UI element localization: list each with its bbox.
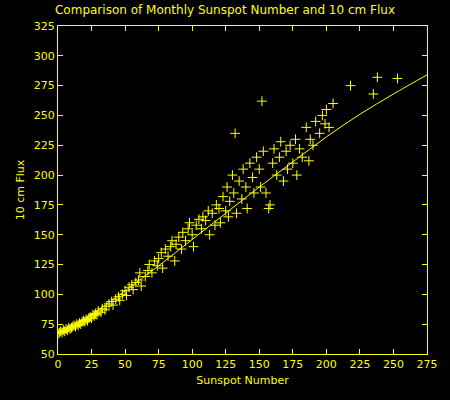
svg-text:150: 150 [249, 358, 270, 371]
svg-text:50: 50 [41, 348, 55, 361]
svg-text:75: 75 [152, 358, 166, 371]
svg-text:125: 125 [215, 358, 236, 371]
svg-text:225: 225 [349, 358, 370, 371]
svg-text:225: 225 [34, 139, 55, 152]
svg-text:0: 0 [55, 358, 62, 371]
svg-text:300: 300 [34, 50, 55, 63]
svg-text:10 cm Flux: 10 cm Flux [14, 159, 27, 220]
svg-text:100: 100 [34, 288, 55, 301]
svg-text:175: 175 [282, 358, 303, 371]
svg-text:100: 100 [182, 358, 203, 371]
svg-text:125: 125 [34, 258, 55, 271]
svg-text:25: 25 [85, 358, 99, 371]
svg-text:325: 325 [34, 20, 55, 33]
svg-text:150: 150 [34, 229, 55, 242]
svg-text:250: 250 [383, 358, 404, 371]
svg-text:200: 200 [316, 358, 337, 371]
svg-text:250: 250 [34, 109, 55, 122]
svg-text:75: 75 [41, 318, 55, 331]
svg-text:50: 50 [118, 358, 132, 371]
svg-text:275: 275 [417, 358, 438, 371]
svg-text:Comparison of Monthly Sunspot: Comparison of Monthly Sunspot Number and… [55, 3, 395, 17]
svg-text:275: 275 [34, 79, 55, 92]
svg-text:200: 200 [34, 169, 55, 182]
svg-text:Sunspot Number: Sunspot Number [196, 374, 289, 387]
svg-text:175: 175 [34, 199, 55, 212]
